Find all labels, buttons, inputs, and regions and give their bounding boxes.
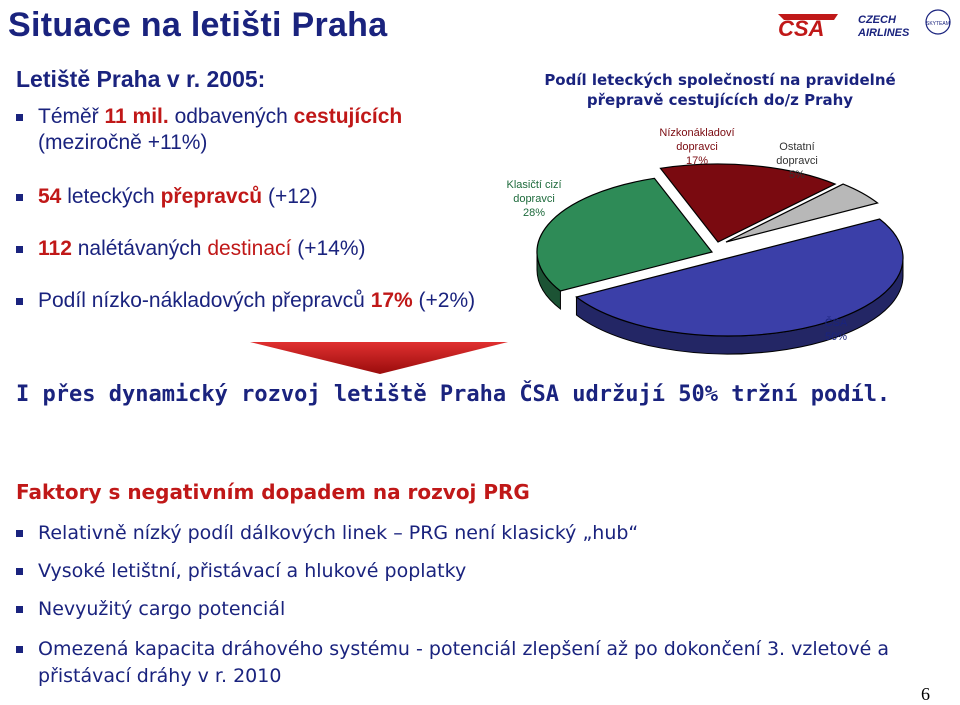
label-classic-value: 28% <box>523 207 545 219</box>
label-lowcost-value: 17% <box>686 155 708 167</box>
label-csa-name: ČSA <box>825 316 848 329</box>
bullet-square-icon <box>16 530 23 537</box>
pie-slices <box>536 163 904 355</box>
bullet-passengers: Téměř 11 mil. odbavených cestujících (me… <box>16 104 506 158</box>
factors-heading: Faktory s negativním dopadem na rozvoj P… <box>16 480 530 504</box>
label-lowcost-name-2: dopravci <box>676 141 718 153</box>
logo-text-airlines: AIRLINES <box>857 27 910 39</box>
bullet-carriers: 54 leteckých přepravců (+12) <box>16 184 506 212</box>
label-other-name-2: dopravci <box>776 155 818 167</box>
chart-title: Podíl leteckých společností na pravideln… <box>544 71 896 109</box>
section-subtitle: Letiště Praha v r. 2005: <box>16 66 266 92</box>
conclusion-statement: I přes dynamický rozvoj letiště Praha ČS… <box>16 382 891 407</box>
bullet-lowcost-share: Podíl nízko-nákladových přepravců 17% (+… <box>16 288 496 342</box>
label-lowcost-name-1: Nízkonákladoví <box>659 127 734 139</box>
pie-label-lowcost: Nízkonákladoví dopravci 17% <box>659 127 734 167</box>
bullet-square-icon <box>16 194 23 201</box>
factor-item: Vysoké letištní, přistávací a hlukové po… <box>16 558 916 586</box>
bullet-square-icon <box>16 646 23 653</box>
bullet-square-icon <box>16 114 23 121</box>
pie-slice--sa <box>575 218 904 337</box>
market-share-pie-chart: Nízkonákladoví dopravci 17% Ostatní dopr… <box>506 127 904 355</box>
pie-slice-ostatn-dopravci <box>725 183 879 243</box>
bullet-square-icon <box>16 246 23 253</box>
factor-item: Relativně nízký podíl dálkových linek – … <box>16 520 916 548</box>
logo-mark: ČSA <box>778 16 824 41</box>
pie-label-csa: ČSA 50% <box>825 316 848 343</box>
csa-logo-graphic: ČSA CZECH AIRLINES SKYTEAM <box>778 9 951 41</box>
pie-label-other: Ostatní dopravci 5% <box>776 141 818 181</box>
bullet-square-icon <box>16 568 23 575</box>
bullet-square-icon <box>16 298 23 305</box>
logo-text-czech: CZECH <box>858 14 897 26</box>
label-other-value: 5% <box>789 169 805 181</box>
page-number: 6 <box>921 684 930 704</box>
factor-item: Nevyužitý cargo potenciál <box>16 596 916 624</box>
bullet-destinations: 112 nalétávaných destinací (+14%) <box>16 236 506 264</box>
pie-slice-n-zkon-kladov-dopravci <box>659 163 837 243</box>
label-classic-name-2: dopravci <box>513 193 555 205</box>
pie-label-classic: Klasičtí cizí dopravci 28% <box>506 179 561 219</box>
skyteam-icon <box>925 9 951 35</box>
label-csa-value: 50% <box>825 331 847 343</box>
csa-logo: ČSA CZECH AIRLINES SKYTEAM <box>776 6 956 50</box>
logo-alliance: SKYTEAM <box>926 21 950 27</box>
pie-slice-klasi-t-ciz-dopravci <box>536 177 714 292</box>
label-classic-name-1: Klasičtí cizí <box>506 179 561 191</box>
page-title: Situace na letišti Praha <box>8 6 388 44</box>
bullet-square-icon <box>16 606 23 613</box>
label-other-name-1: Ostatní <box>779 141 814 153</box>
factor-item: Omezená kapacita dráhového systému - pot… <box>16 636 896 692</box>
down-arrow-icon <box>250 340 510 380</box>
